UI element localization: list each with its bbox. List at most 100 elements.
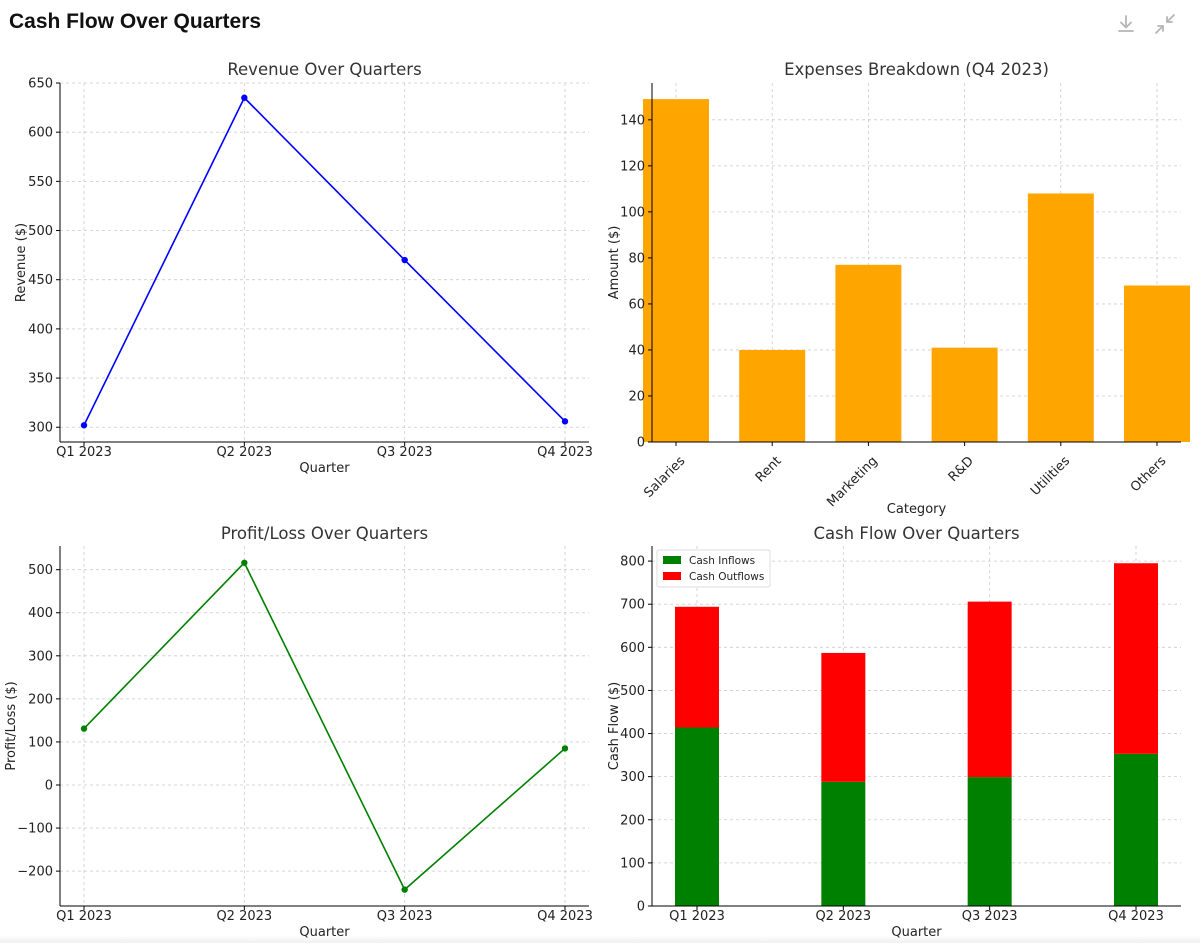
y-tick-label: 450 bbox=[28, 273, 53, 288]
bar-segment bbox=[1114, 563, 1158, 754]
bar-segment bbox=[967, 777, 1012, 906]
data-point bbox=[80, 725, 88, 732]
y-tick-label: 100 bbox=[620, 205, 645, 220]
y-tick-label: 300 bbox=[620, 770, 645, 785]
chart-expenses: 0 20 40 60 80 100 120 140 Salaries Rent Marketing R… bbox=[607, 60, 1190, 517]
data-point bbox=[401, 256, 408, 264]
x-tick-label: Q2 2023 bbox=[216, 909, 272, 924]
y-tick-label: 400 bbox=[28, 606, 53, 621]
y-tick-label: 600 bbox=[620, 641, 645, 656]
bar bbox=[931, 347, 998, 442]
x-tick-label: Q4 2023 bbox=[537, 909, 593, 924]
y-tick-label: 60 bbox=[628, 297, 645, 312]
page-title: Cash Flow Over Quarters bbox=[9, 10, 262, 33]
series-line bbox=[83, 561, 566, 891]
y-tick-label: 0 bbox=[45, 778, 53, 793]
bar bbox=[739, 349, 806, 442]
x-tick-label: Salaries bbox=[641, 454, 688, 501]
data-point bbox=[561, 418, 569, 425]
bar bbox=[1124, 285, 1190, 442]
x-tick-label: Q2 2023 bbox=[815, 909, 871, 924]
y-axis-label: Amount ($) bbox=[607, 226, 622, 300]
y-tick-label: 500 bbox=[28, 563, 53, 578]
y-tick-label: 140 bbox=[620, 113, 645, 128]
y-tick-label: 500 bbox=[28, 224, 53, 239]
bar-segment bbox=[821, 781, 866, 906]
chart-title: Cash Flow Over Quarters bbox=[813, 524, 1019, 543]
legend-label: Cash Inflows bbox=[689, 555, 755, 567]
legend-label: Cash Outflows bbox=[689, 571, 764, 583]
x-tick-label: Q2 2023 bbox=[216, 445, 272, 460]
bar-segment bbox=[675, 606, 719, 728]
title-bar: Cash Flow Over Quarters bbox=[0, 0, 1200, 52]
y-tick-label: 400 bbox=[28, 322, 53, 337]
y-axis-label: Profit/Loss ($) bbox=[4, 681, 19, 770]
y-axis-label: Revenue ($) bbox=[14, 223, 29, 302]
bar bbox=[643, 99, 709, 442]
y-tick-label: 800 bbox=[620, 555, 645, 570]
bar-segment bbox=[967, 601, 1012, 778]
x-tick-label: Q3 2023 bbox=[377, 445, 433, 460]
y-tick-label: 700 bbox=[620, 598, 645, 613]
bar-segment bbox=[1114, 753, 1158, 906]
x-tick-label: Q1 2023 bbox=[56, 445, 112, 460]
x-tick-label: Q1 2023 bbox=[669, 909, 725, 924]
data-point bbox=[561, 745, 569, 752]
chart-profit: −200 −100 0 100 200 300 400 500 Q1 2023 Q2 2023 Q3… bbox=[4, 524, 593, 940]
y-tick-label: 300 bbox=[28, 421, 53, 436]
bar-segment bbox=[821, 652, 866, 782]
legend-swatch bbox=[663, 556, 681, 564]
x-tick-label: Q4 2023 bbox=[537, 445, 593, 460]
legend-box bbox=[656, 549, 771, 588]
x-axis-label: Category bbox=[887, 502, 947, 517]
x-tick-label: Others bbox=[1128, 454, 1170, 496]
series-line bbox=[83, 96, 566, 426]
collapse-button[interactable] bbox=[1151, 10, 1179, 38]
bar bbox=[1027, 193, 1094, 442]
y-tick-label: 300 bbox=[28, 649, 53, 664]
download-icon bbox=[1118, 15, 1134, 32]
x-tick-label: Q1 2023 bbox=[56, 909, 112, 924]
bar-segment bbox=[675, 727, 719, 906]
y-tick-label: −100 bbox=[17, 822, 53, 837]
x-tick-label: Q3 2023 bbox=[962, 909, 1018, 924]
y-tick-label: 550 bbox=[28, 175, 53, 190]
y-tick-label: 0 bbox=[637, 900, 645, 915]
y-tick-label: 600 bbox=[28, 126, 53, 141]
x-tick-label: Q3 2023 bbox=[377, 909, 433, 924]
data-point bbox=[80, 422, 88, 429]
y-tick-label: 0 bbox=[637, 436, 645, 451]
chart-revenue: 300 350 400 450 500 550 600 650 Q1 2023 Q2 2023 Q3… bbox=[14, 60, 593, 476]
y-tick-label: 500 bbox=[620, 684, 645, 699]
y-tick-label: 120 bbox=[620, 159, 645, 174]
y-tick-label: 80 bbox=[628, 251, 645, 266]
x-tick-label: Rent bbox=[753, 454, 785, 486]
y-tick-label: 350 bbox=[28, 372, 53, 387]
bar bbox=[835, 264, 902, 442]
chart-title: Revenue Over Quarters bbox=[227, 60, 421, 79]
y-tick-label: 650 bbox=[28, 77, 53, 92]
y-tick-label: 40 bbox=[628, 343, 645, 358]
y-tick-label: 100 bbox=[620, 856, 645, 871]
chart-title: Expenses Breakdown (Q4 2023) bbox=[784, 60, 1049, 79]
data-point bbox=[401, 886, 408, 893]
y-tick-label: 100 bbox=[28, 735, 53, 750]
y-tick-label: 200 bbox=[28, 692, 53, 707]
y-axis-label: Cash Flow ($) bbox=[607, 682, 622, 770]
x-tick-label: Marketing bbox=[824, 454, 880, 510]
bottom-shadow bbox=[0, 935, 1200, 943]
y-tick-label: 200 bbox=[620, 813, 645, 828]
chart-cashflow: 0 100 200 300 400 500 600 700 800 Q1 2023 Q2 2023 Q… bbox=[607, 524, 1181, 940]
data-point bbox=[241, 94, 248, 101]
y-tick-label: 20 bbox=[628, 389, 645, 404]
y-tick-label: −200 bbox=[17, 865, 53, 880]
chart-title: Profit/Loss Over Quarters bbox=[221, 524, 428, 543]
data-point bbox=[241, 559, 248, 566]
x-tick-label: Utilities bbox=[1028, 454, 1073, 499]
download-button[interactable] bbox=[1112, 10, 1140, 38]
x-axis-label: Quarter bbox=[299, 461, 350, 476]
x-tick-label: R&D bbox=[946, 454, 977, 485]
y-tick-label: 400 bbox=[620, 727, 645, 742]
x-tick-label: Q4 2023 bbox=[1108, 909, 1164, 924]
